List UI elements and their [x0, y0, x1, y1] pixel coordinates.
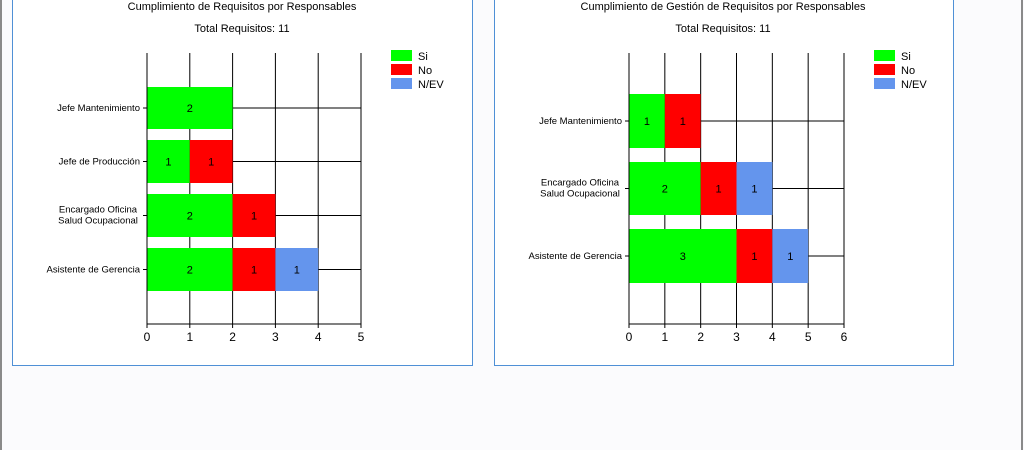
chart-panel-cumplimiento: Cumplimiento de Requisitos por Responsab… [12, 0, 473, 366]
bar-segment-nev [275, 248, 319, 291]
bar-data-label: 3 [680, 251, 686, 263]
bar-segment-si [147, 194, 233, 237]
legend-swatch-no [874, 64, 895, 75]
x-tick-label: 6 [841, 330, 848, 344]
bar-data-label: 1 [294, 265, 300, 277]
bar-data-label: 1 [787, 251, 793, 263]
x-tick-label: 1 [661, 330, 668, 344]
category-label: Jefe de Producción [59, 157, 140, 168]
bar-data-label: 2 [187, 265, 193, 277]
x-tick-label: 5 [358, 330, 365, 344]
legend-swatch-si [874, 50, 895, 61]
bar-segment-no [664, 94, 701, 148]
chart-panel-gestion: Cumplimiento de Gestión de Requisitos po… [494, 0, 954, 366]
category-label-line: Salud Ocupacional [58, 216, 138, 227]
legend-swatch-no [391, 64, 412, 75]
bar-data-label: 1 [165, 157, 171, 169]
x-tick-label: 1 [186, 330, 193, 344]
bar-segment-si [629, 229, 737, 283]
bar-data-label: 1 [751, 251, 757, 263]
chart-subtitle: Total Requisitos: 11 [675, 23, 770, 35]
x-tick-label: 2 [229, 330, 236, 344]
category-label-line: Encargado Oficina [59, 205, 138, 216]
x-tick-label: 0 [626, 330, 633, 344]
bar-segment-no [736, 229, 773, 283]
bar-segment-si [147, 140, 190, 183]
bar-data-label: 1 [251, 211, 257, 223]
bar-data-label: 2 [187, 211, 193, 223]
bar-segment-nev [736, 162, 773, 215]
category-label-line: Salud Ocupacional [540, 189, 620, 200]
bar-segment-si [147, 248, 233, 291]
legend-label: Si [418, 51, 428, 63]
bar-data-label: 2 [187, 103, 193, 115]
category-label: Jefe Mantenimiento [57, 103, 140, 114]
legend-swatch-si [391, 50, 412, 61]
bar-data-label: 1 [251, 265, 257, 277]
x-tick-label: 2 [697, 330, 704, 344]
category-label: Encargado Oficina Salud Ocupacional [540, 178, 620, 200]
legend-label: Si [901, 51, 911, 63]
window-frame-left [0, 0, 2, 450]
category-label: Encargado Oficina Salud Ocupacional [58, 205, 138, 227]
bar-segment-no [700, 162, 737, 215]
window-frame-right [1021, 0, 1023, 450]
x-tick-label: 5 [805, 330, 812, 344]
bar-segment-si [629, 162, 701, 215]
chart-title: Cumplimiento de Requisitos por Responsab… [128, 1, 357, 13]
bar-segment-nev [772, 229, 809, 283]
chart-subtitle: Total Requisitos: 11 [194, 23, 289, 35]
legend-swatch-nev [874, 78, 895, 89]
legend-label: N/EV [901, 79, 927, 91]
bar-data-label: 1 [208, 157, 214, 169]
category-label-line: Encargado Oficina [541, 178, 620, 189]
category-label: Asistente de Gerencia [529, 251, 623, 262]
bar-data-label: 1 [680, 116, 686, 128]
legend-label: N/EV [418, 79, 444, 91]
bar-segment-no [189, 140, 233, 183]
x-tick-label: 3 [733, 330, 740, 344]
legend-label: No [901, 65, 915, 77]
legend-swatch-nev [391, 78, 412, 89]
bar-segment-no [232, 248, 276, 291]
legend-label: No [418, 65, 432, 77]
bar-data-label: 1 [644, 116, 650, 128]
bar-data-label: 1 [751, 184, 757, 196]
bar-data-label: 2 [662, 184, 668, 196]
category-label: Jefe Mantenimiento [539, 116, 622, 127]
bar-segment-no [232, 194, 276, 237]
x-tick-label: 0 [144, 330, 151, 344]
chart-cumplimiento-requisitos: Cumplimiento de Requisitos por Responsab… [47, 1, 445, 344]
category-label: Asistente de Gerencia [47, 265, 141, 276]
bar-segment-si [629, 94, 665, 148]
x-tick-label: 4 [315, 330, 322, 344]
x-tick-label: 4 [769, 330, 776, 344]
chart-title: Cumplimiento de Gestión de Requisitos po… [581, 1, 866, 13]
x-tick-label: 3 [272, 330, 279, 344]
chart-gestion-requisitos: Cumplimiento de Gestión de Requisitos po… [529, 1, 928, 344]
bar-data-label: 1 [716, 184, 722, 196]
bar-segment-si [147, 87, 233, 129]
